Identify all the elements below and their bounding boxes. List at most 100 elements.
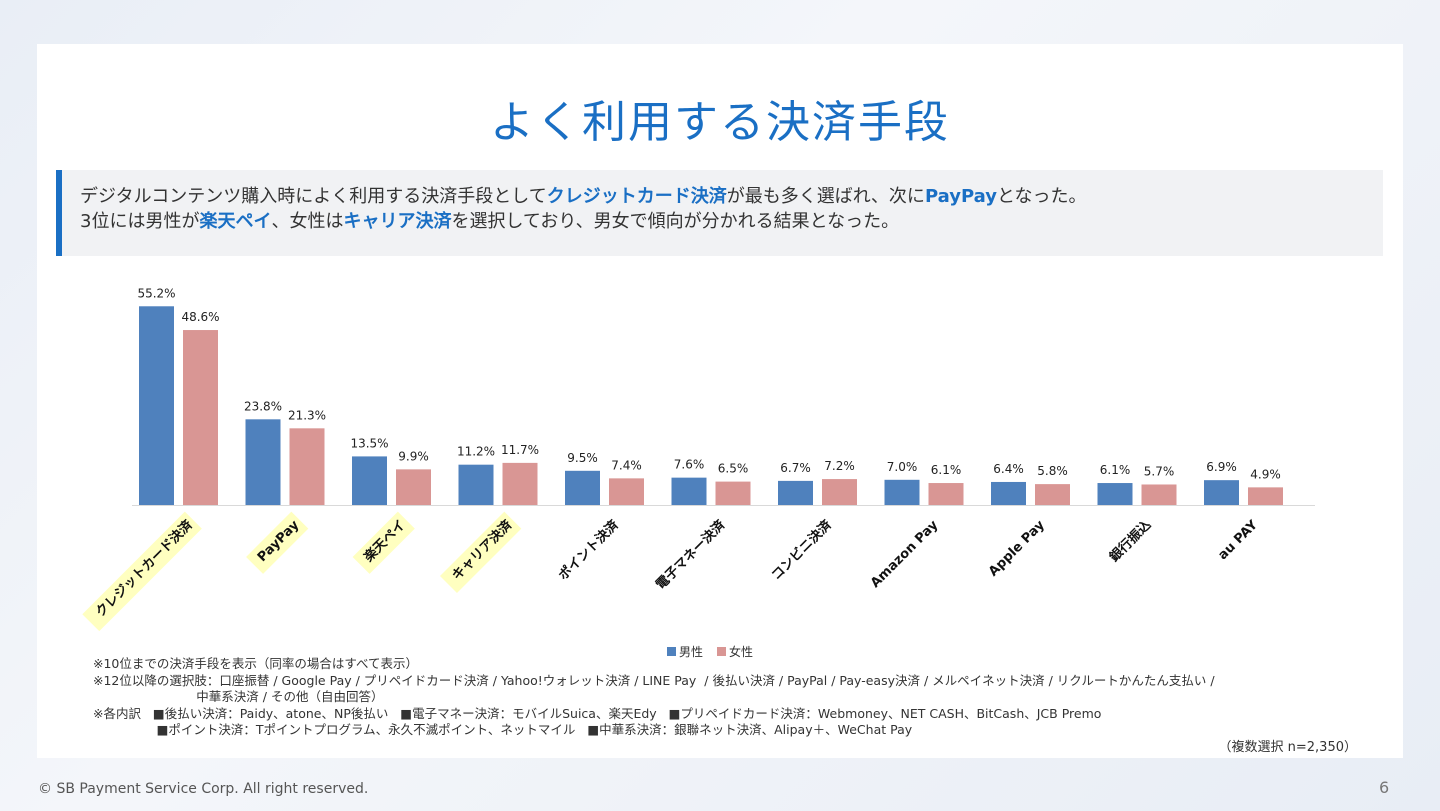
bar-male (1204, 480, 1239, 505)
footnote-1: ※10位までの決済手段を表示（同率の場合はすべて表示） (93, 656, 419, 671)
summary-highlight: キャリア決済 (343, 211, 452, 232)
data-label: 6.1% (931, 463, 962, 477)
category-label-text: 電子マネー決済 (653, 516, 729, 592)
data-label: 7.6% (674, 458, 705, 472)
bar-male (671, 477, 707, 505)
summary-line-2: 3位には男性が楽天ペイ、女性はキャリア決済を選択しており、男女で傾向が分かれる結… (80, 209, 1383, 234)
page-title: よく利用する決済手段 (490, 97, 950, 148)
legend-item-female: 女性 (717, 643, 753, 660)
category-label: 楽天ペイ (352, 511, 415, 574)
category-label-text: Amazon Pay (868, 517, 942, 591)
bar-male (884, 479, 920, 505)
footnote-5: ■ポイント決済：Tポイントプログラム、永久不滅ポイント、ネットマイル ■中華系決… (93, 722, 913, 737)
category-label: Amazon Pay (868, 517, 942, 591)
data-label: 7.0% (887, 460, 918, 474)
summary-highlight: 楽天ペイ (199, 211, 272, 232)
data-label: 5.8% (1037, 464, 1068, 478)
summary-text: を選択しており、男女で傾向が分かれる結果となった。 (451, 211, 900, 232)
data-label: 7.2% (824, 459, 855, 473)
data-label: 9.5% (567, 451, 598, 465)
bar-female (928, 483, 964, 505)
category-label: ポイント決済 (555, 516, 622, 583)
bar-female (396, 469, 431, 505)
legend-item-male: 男性 (667, 643, 703, 660)
bar-female (502, 462, 538, 505)
data-label: 23.8% (244, 399, 282, 413)
data-label: 21.3% (288, 408, 326, 422)
page-number: 6 (1379, 778, 1390, 797)
summary-text: デジタルコンテンツ購入時によく利用する決済手段として (80, 186, 547, 207)
footnote-4: ※各内訳 ■後払い決済：Paidy、atone、NP後払い ■電子マネー決済：モ… (93, 705, 1102, 721)
sample-size-note: （複数選択 n=2,350） (1218, 740, 1357, 755)
category-label: コンビニ決済 (768, 516, 835, 583)
data-label: 9.9% (398, 449, 429, 463)
category-label: 銀行振込 (1106, 516, 1155, 565)
data-label: 11.7% (501, 443, 539, 457)
chart-legend: 男性 女性 (667, 643, 753, 660)
category-label: 電子マネー決済 (653, 516, 729, 592)
category-highlight (352, 511, 415, 574)
category-label-text: au PAY (1215, 517, 1261, 563)
summary-box: デジタルコンテンツ購入時によく利用する決済手段としてクレジットカード決済が最も多… (56, 170, 1383, 256)
category-label: PayPay (246, 511, 309, 574)
category-label-text: ポイント決済 (555, 516, 622, 583)
bar-female (289, 428, 325, 505)
data-label: 6.5% (718, 462, 749, 476)
category-label-text: 銀行振込 (1106, 516, 1155, 565)
summary-text: 3位には男性が (80, 211, 200, 232)
bar-male (352, 456, 387, 505)
data-label: 5.7% (1144, 464, 1175, 478)
footnote-3: 中華系決済 / その他（自由回答） (93, 689, 384, 704)
category-label-text: コンビニ決済 (768, 516, 835, 583)
bar-female (1141, 484, 1177, 505)
data-label: 4.9% (1250, 467, 1281, 481)
category-label-text: クレジットカード決済 (93, 516, 197, 620)
category-label-text: Apple Pay (986, 517, 1048, 579)
bar-male (565, 470, 600, 505)
category-label: Apple Pay (986, 517, 1048, 579)
bar-male (458, 464, 494, 505)
bar-female (1035, 484, 1070, 505)
footnote-2: ※12位以降の選択肢：口座振替 / Google Pay / プリペイドカード決… (93, 672, 1215, 688)
category-label-text: キャリア決済 (449, 516, 516, 583)
footnotes: ※10位までの決済手段を表示（同率の場合はすべて表示） ※12位以降の選択肢：口座… (93, 656, 1215, 739)
data-label: 6.1% (1100, 463, 1131, 477)
bar-male (139, 306, 174, 505)
category-highlight (82, 511, 202, 632)
data-label: 6.9% (1206, 460, 1237, 474)
summary-text: が最も多く選ばれ、次に (726, 186, 925, 207)
bar-female (1248, 487, 1283, 505)
data-label: 6.7% (780, 461, 811, 475)
data-label: 55.2% (137, 286, 175, 300)
summary-text: となった。 (997, 186, 1087, 207)
summary-text: 、女性は (271, 211, 344, 232)
bar-male (778, 480, 813, 505)
category-highlight (246, 511, 309, 574)
category-label: au PAY (1215, 517, 1261, 563)
data-label: 13.5% (350, 436, 388, 450)
data-label: 48.6% (181, 310, 219, 324)
bar-female (822, 479, 857, 505)
data-label: 6.4% (993, 462, 1024, 476)
summary-highlight: クレジットカード決済 (546, 186, 727, 207)
bar-female (609, 478, 644, 505)
summary-highlight: PayPay (924, 186, 998, 207)
bar-male (991, 481, 1026, 505)
summary-line-1: デジタルコンテンツ購入時によく利用する決済手段としてクレジットカード決済が最も多… (80, 184, 1383, 209)
category-highlight (439, 511, 522, 594)
bar-male (245, 419, 281, 505)
slide: よく利用する決済手段 デジタルコンテンツ購入時によく利用する決済手段としてクレジ… (37, 44, 1403, 758)
category-label: キャリア決済 (439, 511, 522, 594)
bar-male (1097, 483, 1133, 505)
category-label: クレジットカード決済 (82, 511, 202, 632)
data-label: 11.2% (457, 445, 495, 459)
legend-swatch-male (667, 647, 676, 656)
legend-label-female: 女性 (729, 645, 754, 659)
data-label: 7.4% (611, 458, 642, 472)
bar-female (715, 481, 751, 505)
bar-chart: 55.2% 48.6% クレジットカード決済 23.8% 21.3% PayPay 13.5… (82, 286, 1315, 632)
bar-female (183, 330, 218, 505)
copyright-footer: © SB Payment Service Corp. All right res… (38, 781, 369, 797)
legend-swatch-female (717, 647, 727, 656)
legend-label-male: 男性 (679, 645, 704, 659)
